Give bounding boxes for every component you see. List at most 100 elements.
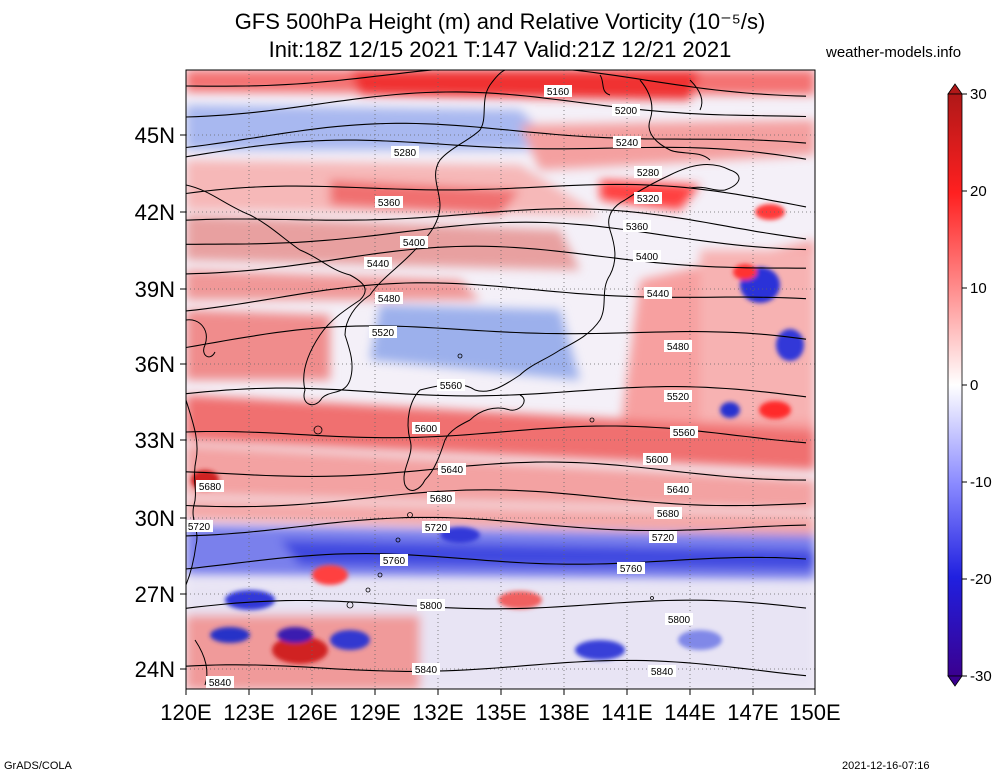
contour-line	[186, 461, 807, 481]
contour-label-box	[437, 379, 465, 391]
contour-label: 5560	[673, 428, 696, 439]
contour-label: 5280	[394, 148, 417, 159]
colorbar-tick: 20	[970, 183, 987, 200]
contour-line	[186, 208, 807, 240]
lon-label: 147E	[727, 700, 778, 725]
contour-label: 5800	[420, 601, 443, 612]
contour-label: 5600	[415, 424, 438, 435]
lon-label: 144E	[664, 700, 715, 725]
lon-label: 150E	[789, 700, 840, 725]
lon-label: 132E	[412, 700, 463, 725]
contour-label: 5720	[188, 522, 211, 533]
software-credit: GrADS/COLA	[4, 760, 72, 772]
contour-label-box	[633, 250, 661, 262]
contour-label: 5200	[615, 106, 638, 117]
contour-label: 5400	[636, 252, 659, 263]
contour-label: 5360	[626, 222, 649, 233]
contour-label: 5440	[367, 259, 390, 270]
colorbar-top-arrow	[947, 83, 963, 95]
contour-line	[186, 516, 807, 537]
contour-label-box	[664, 390, 692, 402]
contour-line	[186, 659, 807, 677]
map-subtitle: Init:18Z 12/15 2021 T:147 Valid:21Z 12/2…	[268, 37, 732, 62]
source-label: weather-models.info	[826, 44, 962, 61]
lon-label: 141E	[601, 700, 652, 725]
contour-label-box	[664, 340, 692, 352]
axis-ticks	[180, 134, 816, 695]
contour-line	[186, 122, 807, 149]
contour-label-box	[185, 520, 213, 532]
lon-label: 120E	[160, 700, 211, 725]
latitude-labels: 45N 42N 39N 36N 33N 30N 27N 24N	[135, 123, 175, 682]
contour-line	[186, 325, 807, 349]
contour-label: 5760	[383, 556, 406, 567]
colorbar-bottom-arrow	[947, 675, 963, 687]
longitude-labels: 120E 123E 126E 129E 132E 135E 138E 141E …	[160, 700, 840, 725]
contour-label: 5720	[425, 523, 448, 534]
contour-label-box	[369, 326, 397, 338]
contour-label-box	[391, 146, 419, 158]
contour-label: 5680	[199, 482, 222, 493]
contour-label: 5680	[430, 494, 453, 505]
contour-label-box	[375, 196, 403, 208]
contour-line	[186, 245, 806, 275]
contour-line	[186, 221, 807, 251]
lon-label: 135E	[475, 700, 526, 725]
lon-label: 129E	[349, 700, 400, 725]
contour-label: 5640	[667, 485, 690, 496]
contour-label: 5160	[547, 87, 570, 98]
contour-label: 5600	[646, 455, 669, 466]
lat-label: 27N	[135, 582, 175, 607]
contour-label-box	[380, 554, 408, 566]
contour-label: 5840	[651, 667, 674, 678]
islands	[313, 353, 654, 609]
contour-label-box	[634, 192, 662, 204]
contour-label-box	[438, 463, 466, 475]
contour-line	[186, 553, 807, 570]
contour-label-box	[617, 562, 645, 574]
contour-line	[186, 183, 807, 208]
contour-label-box	[644, 287, 672, 299]
contour-label: 5480	[378, 294, 401, 305]
contour-label-box	[643, 453, 671, 465]
contour-labels: 5160 5200 5240 5280 5280 5320 5360 5360 5400 5400…	[185, 85, 698, 689]
contour-label-box	[427, 492, 455, 504]
vorticity-field	[186, 70, 815, 689]
contour-label: 5280	[637, 168, 660, 179]
contour-label: 5520	[372, 328, 395, 339]
contour-line	[186, 282, 807, 312]
contour-line	[186, 91, 807, 118]
contour-label: 5520	[667, 392, 690, 403]
map-title: GFS 500hPa Height (m) and Relative Vorti…	[234, 9, 766, 34]
contour-label: 5800	[668, 615, 691, 626]
colorbar-tick: -20	[970, 571, 992, 588]
timestamp: 2021-12-16-07:16	[842, 760, 930, 772]
contour-line	[186, 139, 807, 160]
lat-label: 24N	[135, 657, 175, 682]
lat-label: 42N	[135, 200, 175, 225]
lon-label: 138E	[538, 700, 589, 725]
contour-label: 5640	[441, 465, 464, 476]
contour-label-box	[364, 257, 392, 269]
contour-label-box	[422, 521, 450, 533]
colorbar-tick: 30	[970, 86, 987, 103]
lat-label: 33N	[135, 428, 175, 453]
lat-label: 45N	[135, 123, 175, 148]
contour-line	[186, 386, 807, 398]
colorbar-tick: -30	[970, 668, 992, 685]
contour-label: 5320	[637, 194, 660, 205]
contour-label: 5400	[403, 238, 426, 249]
contour-label-box	[206, 676, 234, 688]
colorbar: 30 20 10 0 -10 -20 -30	[947, 83, 992, 687]
contour-label-box	[613, 136, 641, 148]
colorbar-tick: -10	[970, 474, 992, 491]
contour-line	[186, 425, 807, 444]
contour-label-box	[649, 531, 677, 543]
contour-label: 5560	[440, 381, 463, 392]
contour-label-box	[417, 599, 445, 611]
contour-line	[186, 70, 807, 97]
contour-label-box	[412, 663, 440, 675]
lat-label: 30N	[135, 506, 175, 531]
contour-label: 5360	[378, 198, 401, 209]
